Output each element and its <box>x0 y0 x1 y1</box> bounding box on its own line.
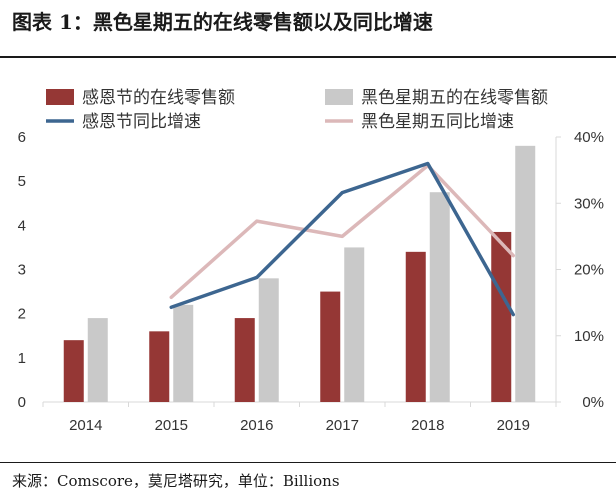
source-rule <box>0 462 616 463</box>
left-tick-label: 1 <box>18 350 26 367</box>
bar-cyber-monday <box>405 251 426 402</box>
right-tick-label: 0% <box>582 394 604 411</box>
right-tick-label: 10% <box>574 328 604 345</box>
bar-cyber-monday <box>234 318 255 402</box>
left-tick-label: 0 <box>18 394 26 411</box>
chart-axes: 0 1 2 3 4 5 6 0% 10% 20% 30% 40% 2014 2015 2016 2017 201… <box>18 129 604 434</box>
legend-black-friday-sales-swatch <box>325 89 353 105</box>
bar-black-friday <box>258 278 279 402</box>
legend-cyber-monday-sales-label: 感恩节的在线零售额 <box>82 88 235 107</box>
bar-cyber-monday <box>320 291 341 402</box>
legend-black-friday-sales-label: 黑色星期五的在线零售额 <box>361 88 548 107</box>
left-tick-label: 2 <box>18 306 26 323</box>
chart-title: 图表 1：黑色星期五的在线零售额以及同比增速 <box>12 10 433 34</box>
bar-black-friday <box>87 318 108 402</box>
right-tick-label: 30% <box>574 195 604 212</box>
line-black-friday-growth <box>169 163 515 300</box>
right-tick-label: 40% <box>574 129 604 146</box>
bar-black-friday <box>515 145 536 403</box>
x-tick-label: 2018 <box>411 417 444 434</box>
chart-lines <box>169 161 515 317</box>
x-tick-label: 2019 <box>497 417 530 434</box>
left-tick-label: 3 <box>18 262 26 279</box>
chart-svg: 0 1 2 3 4 5 6 0% 10% 20% 30% 40% 2014 2015 2016 2017 201… <box>18 88 604 434</box>
line-cyber-monday-growth <box>169 161 515 317</box>
bar-black-friday <box>173 304 194 402</box>
x-tick-label: 2017 <box>326 417 359 434</box>
left-tick-label: 4 <box>18 217 26 234</box>
title-rule <box>0 56 616 58</box>
bar-cyber-monday <box>491 231 512 402</box>
left-tick-label: 6 <box>18 129 26 146</box>
bar-black-friday <box>344 247 365 402</box>
x-tick-label: 2014 <box>69 417 102 434</box>
legend-cyber-monday-sales-swatch <box>46 89 74 105</box>
x-tick-label: 2015 <box>155 417 188 434</box>
source-note: 来源：Comscore，莫尼塔研究，单位：Billions <box>12 472 340 490</box>
legend-black-friday-growth-label: 黑色星期五同比增速 <box>361 112 514 131</box>
right-tick-label: 20% <box>574 262 604 279</box>
bar-cyber-monday <box>149 331 170 402</box>
bar-cyber-monday <box>63 340 84 402</box>
legend-cyber-monday-growth-label: 感恩节同比增速 <box>82 112 201 131</box>
bar-black-friday <box>429 192 450 402</box>
left-tick-label: 5 <box>18 173 26 190</box>
chart-bars <box>63 145 536 403</box>
x-tick-label: 2016 <box>240 417 273 434</box>
